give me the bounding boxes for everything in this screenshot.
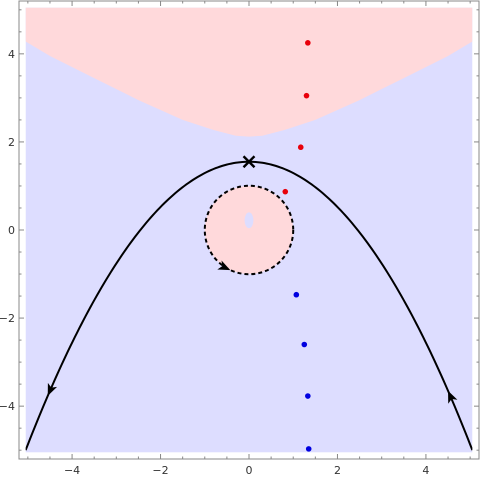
tick-labels: −4 −2 0 2 4 4 2 0 −2 −4 (0, 48, 429, 477)
tick-marks (19, 1, 479, 459)
y-tick-label-2: 0 (8, 224, 15, 237)
y-tick-label-4: −4 (0, 400, 15, 413)
y-tick-label-3: −2 (0, 312, 15, 325)
x-tick-label-4: 4 (422, 464, 429, 477)
parabola-arrow-0 (47, 382, 58, 396)
region-inner-spot (244, 212, 254, 229)
x-tick-label-1: −2 (152, 464, 168, 477)
cross-marker-0 (242, 155, 256, 169)
point-series2-3 (282, 188, 289, 195)
point-series2-0 (305, 40, 311, 46)
point-series3-1 (301, 341, 308, 348)
y-tick-label-0: 4 (8, 48, 15, 61)
parabola-arrow-1 (448, 390, 458, 404)
x-tick-label-0: −4 (64, 464, 80, 477)
region-disk (204, 185, 294, 275)
point-series2-1 (303, 92, 310, 99)
x-tick-label-3: 2 (334, 464, 341, 477)
point-series3-2 (305, 393, 311, 399)
point-series3-0 (293, 291, 300, 298)
circle-arrow (217, 260, 231, 271)
data-points (242, 40, 312, 452)
y-tick-label-1: 2 (8, 136, 15, 149)
x-tick-label-2: 0 (246, 464, 253, 477)
dashed-circle (203, 184, 295, 276)
point-series3-3 (305, 446, 312, 452)
shaded-regions (25, 7, 473, 453)
point-series2-2 (297, 144, 304, 151)
region-upper (25, 7, 473, 137)
